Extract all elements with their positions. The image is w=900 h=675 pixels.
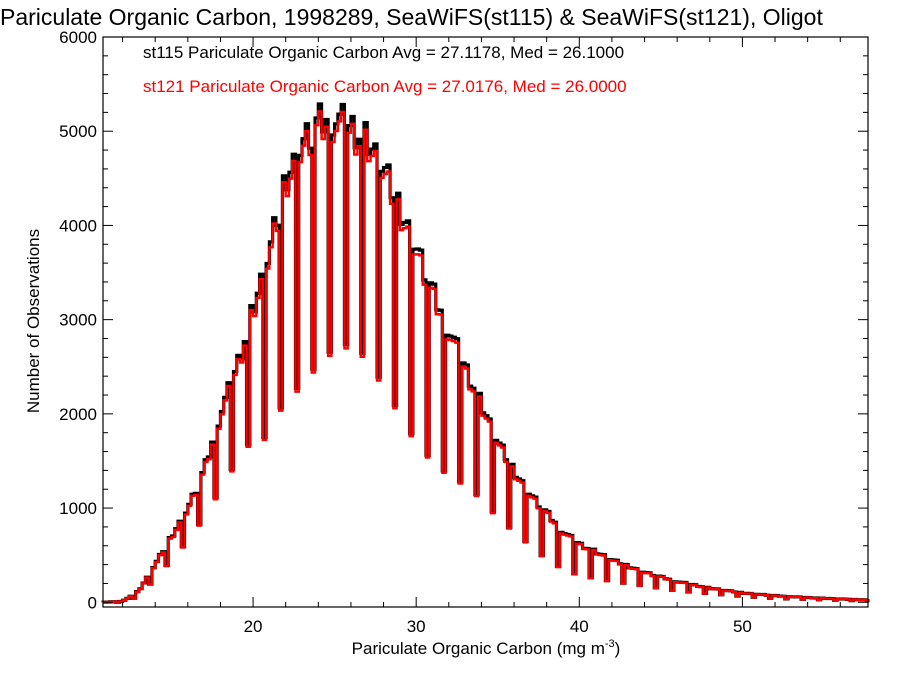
chart-title: Pariculate Organic Carbon, 1998289, SeaW… [0, 4, 823, 30]
y-tick-label: 4000 [59, 216, 97, 235]
y-tick-label: 2000 [59, 405, 97, 424]
series-layer [101, 102, 870, 604]
x-tick-label: 40 [570, 617, 589, 636]
x-axis-label-end: ) [615, 639, 621, 658]
x-axis-label-main: Pariculate Organic Carbon (mg m [352, 639, 605, 658]
y-tick-label: 5000 [59, 122, 97, 141]
legend-entry-st115: st115 Pariculate Organic Carbon Avg = 27… [143, 43, 624, 62]
plot-frame [102, 36, 869, 608]
y-tick-label: 1000 [59, 499, 97, 518]
y-tick-label: 6000 [59, 28, 97, 47]
legend: st115 Pariculate Organic Carbon Avg = 27… [143, 43, 627, 96]
y-tick-label: 3000 [59, 311, 97, 330]
x-tick-label: 50 [733, 617, 752, 636]
x-tick-label: 30 [407, 617, 426, 636]
axes-layer: 0 1000 2000 3000 4000 5000 6000 20 30 40 50 [59, 28, 869, 636]
x-tick-label: 20 [244, 617, 263, 636]
y-axis-label: Number of Observations [24, 229, 43, 413]
x-axis-label: Pariculate Organic Carbon (mg m-3) [352, 638, 621, 658]
x-axis-label-superscript: -3 [605, 638, 615, 650]
series-st121 [101, 110, 870, 604]
legend-entry-st121: st121 Pariculate Organic Carbon Avg = 27… [143, 77, 627, 96]
y-tick-label: 0 [88, 593, 97, 612]
series-line-st121 [101, 110, 870, 604]
